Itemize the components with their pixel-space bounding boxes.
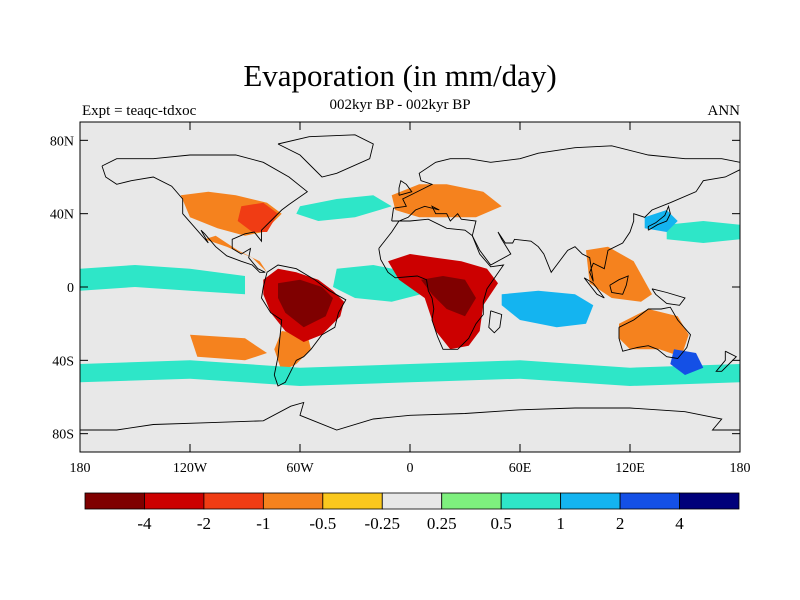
coastline [80, 401, 740, 441]
lon-tick-label: 60E [509, 461, 532, 476]
experiment-label: Expt = teaqc-tdxoc [82, 103, 197, 119]
colorbar-label: -1 [256, 514, 270, 533]
lon-tick-label: 0 [407, 461, 414, 476]
colorbar-swatch [560, 492, 621, 510]
coastline [277, 134, 374, 178]
coastlines [80, 134, 740, 441]
coastline [101, 154, 309, 273]
lat-tick-label: 80N [50, 134, 74, 149]
contour-region [296, 195, 392, 221]
lat-tick-label: 40N [50, 208, 74, 223]
map-subtitle: 002kyr BP - 002kyr BP [329, 97, 471, 113]
coastline [391, 145, 740, 282]
colorbar-label: -4 [137, 514, 152, 533]
colorbar-label: 4 [675, 514, 684, 533]
map-title: Evaporation (in mm/day) [243, 58, 557, 93]
colorbar-label: -0.5 [309, 514, 336, 533]
colorbar-label: 0.25 [427, 514, 457, 533]
colorbar-label: 1 [556, 514, 565, 533]
colorbar-swatch [84, 492, 145, 510]
contour-region [421, 276, 476, 317]
map-axes: 180 120W 60W 0 60E 120E 180 80N 40N 0 40S 80S [50, 122, 751, 476]
colorbar-label: -0.25 [365, 514, 400, 533]
contour-region [619, 309, 689, 357]
contour-fields [80, 184, 740, 386]
coastline [488, 310, 503, 334]
contour-region [391, 184, 502, 218]
contour-region [666, 221, 740, 243]
coastline [398, 179, 413, 196]
contour-region [80, 265, 245, 295]
colorbar-swatch [381, 492, 443, 510]
colorbar-swatch [441, 492, 502, 510]
coastline [715, 350, 738, 372]
contour-region [278, 279, 333, 328]
contour-region [501, 290, 594, 328]
colorbar-swatch [203, 492, 264, 510]
colorbar-swatch [144, 492, 205, 510]
colorbar-swatch [262, 492, 324, 510]
colorbar-swatch [619, 492, 680, 510]
colorbar-swatch [679, 492, 740, 510]
contour-region [670, 349, 704, 375]
contour-region [80, 360, 740, 386]
colorbar: -4 -2 -1 -0.5 -0.25 0.25 0.5 1 2 4 [84, 492, 740, 533]
lon-tick-label: 120E [615, 461, 645, 476]
map-plot-area [79, 121, 741, 453]
coastline [647, 204, 671, 231]
colorbar-label: -2 [197, 514, 211, 533]
lat-tick-label: 0 [67, 281, 74, 296]
coastline [651, 288, 686, 306]
coastline [261, 264, 347, 387]
colorbar-swatch [322, 492, 383, 510]
contour-region [237, 202, 278, 232]
contour-region [274, 331, 311, 372]
coastline [609, 275, 629, 295]
contour-region [190, 334, 267, 361]
colorbar-label: 0.5 [491, 514, 512, 533]
lon-tick-label: 180 [70, 461, 91, 476]
colorbar-label: 2 [616, 514, 625, 533]
coastline [378, 218, 505, 350]
colorbar-swatch [500, 492, 562, 510]
lon-tick-label: 60W [286, 461, 314, 476]
lat-tick-label: 80S [52, 428, 74, 443]
lat-tick-label: 40S [52, 354, 74, 369]
coastline [618, 306, 692, 359]
contour-region [204, 235, 267, 273]
coastline [583, 277, 605, 299]
lon-tick-label: 180 [730, 461, 751, 476]
contour-region [586, 246, 652, 302]
season-label: ANN [707, 103, 741, 119]
lon-tick-label: 120W [173, 461, 208, 476]
